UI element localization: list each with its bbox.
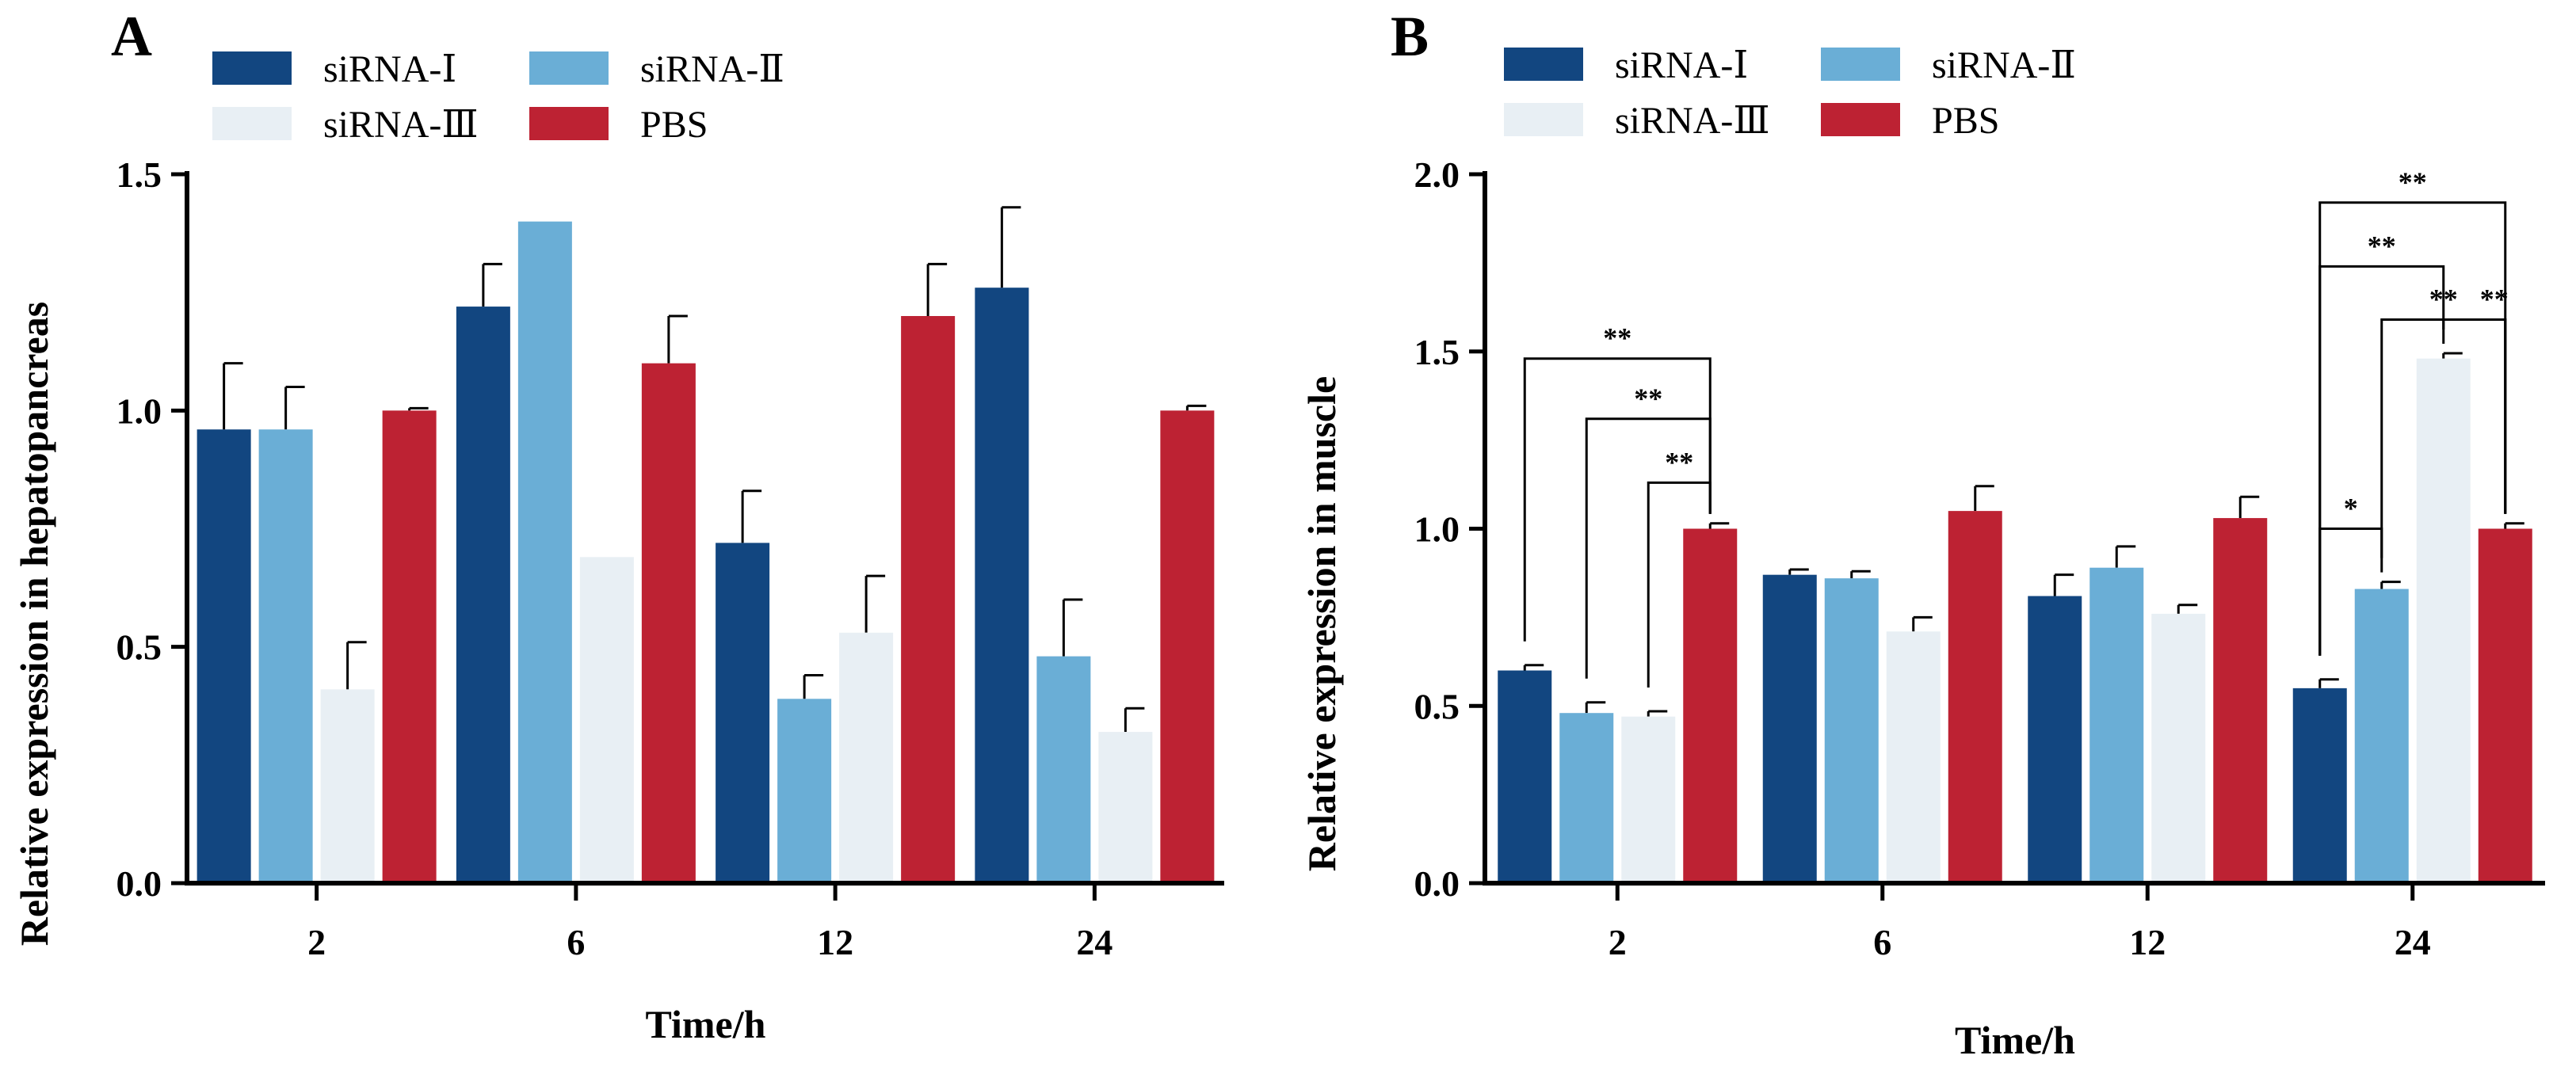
legend-label: siRNA-Ⅲ bbox=[323, 104, 479, 146]
bar bbox=[1036, 656, 1091, 883]
bar bbox=[1824, 578, 1879, 883]
x-axis-title: Time/h bbox=[1955, 1018, 2075, 1062]
significance-label: ** bbox=[2399, 166, 2427, 198]
bar bbox=[2478, 528, 2532, 883]
legend-swatch bbox=[212, 107, 292, 140]
significance-label: ** bbox=[1634, 383, 1662, 414]
x-tick-label: 12 bbox=[817, 922, 853, 962]
bar bbox=[641, 363, 696, 884]
significance-bracket bbox=[2318, 528, 2383, 656]
bar bbox=[2292, 688, 2347, 883]
legend-label: siRNA-Ⅰ bbox=[1615, 44, 1748, 86]
significance-label: ** bbox=[1603, 322, 1631, 354]
y-tick-label: 0.5 bbox=[116, 627, 162, 668]
legend-swatch bbox=[529, 107, 609, 140]
significance-label: ** bbox=[2429, 283, 2458, 314]
bar bbox=[1498, 670, 1552, 883]
bar bbox=[1559, 713, 1614, 883]
legend-swatch bbox=[212, 51, 292, 85]
bar bbox=[1886, 631, 1941, 883]
x-tick-label: 2 bbox=[307, 922, 326, 962]
legend-label: PBS bbox=[1932, 100, 1999, 142]
y-tick-label: 2.0 bbox=[1414, 154, 1460, 195]
legend-label: siRNA-Ⅲ bbox=[1615, 100, 1770, 142]
bar bbox=[197, 429, 251, 883]
legend-swatch bbox=[529, 51, 609, 85]
legend-swatch bbox=[1821, 48, 1900, 81]
bar bbox=[456, 307, 510, 884]
significance-bracket bbox=[2380, 318, 2507, 558]
y-tick-label: 1.5 bbox=[116, 154, 162, 195]
bar bbox=[1948, 511, 2002, 883]
significance-label: * bbox=[2344, 493, 2358, 524]
panel-label: B bbox=[1391, 5, 1429, 68]
legend-label: siRNA-Ⅰ bbox=[323, 48, 456, 90]
y-tick-label: 1.0 bbox=[116, 390, 162, 431]
bar bbox=[2416, 358, 2471, 883]
x-tick-label: 24 bbox=[2395, 922, 2431, 962]
bar bbox=[579, 557, 634, 883]
x-tick-label: 12 bbox=[2129, 922, 2166, 962]
bar bbox=[258, 429, 313, 883]
bar bbox=[1160, 410, 1215, 883]
significance-label: ** bbox=[2368, 230, 2396, 261]
bar bbox=[2213, 518, 2268, 883]
y-axis-title: Relative expression in hepatopancreas bbox=[12, 302, 56, 946]
significance-bracket bbox=[1585, 417, 1712, 679]
bar bbox=[839, 632, 894, 883]
legend-swatch bbox=[1504, 103, 1583, 136]
x-tick-label: 6 bbox=[567, 922, 585, 962]
bar bbox=[1762, 574, 1817, 883]
x-tick-label: 2 bbox=[1609, 922, 1627, 962]
legend-label: siRNA-Ⅱ bbox=[640, 48, 784, 90]
significance-bracket bbox=[2318, 201, 2507, 656]
bar bbox=[2151, 613, 2206, 883]
x-axis-title: Time/h bbox=[646, 1002, 766, 1046]
y-tick-label: 0.5 bbox=[1414, 686, 1460, 726]
bar bbox=[320, 689, 375, 883]
legend-label: PBS bbox=[640, 104, 708, 146]
bar bbox=[716, 543, 770, 883]
significance-bracket bbox=[1523, 357, 1712, 642]
bar bbox=[517, 221, 572, 884]
bar bbox=[901, 316, 956, 883]
legend-label: siRNA-Ⅱ bbox=[1932, 44, 2076, 86]
legend-swatch bbox=[1504, 48, 1583, 81]
significance-label: ** bbox=[1665, 446, 1693, 478]
significance-bracket bbox=[1647, 481, 1712, 688]
bar bbox=[2089, 567, 2144, 883]
x-tick-label: 24 bbox=[1076, 922, 1112, 962]
bar bbox=[1621, 716, 1676, 883]
bar bbox=[1683, 528, 1738, 883]
bar bbox=[2028, 596, 2082, 883]
bar bbox=[382, 410, 437, 883]
panel-label: A bbox=[111, 5, 152, 68]
y-tick-label: 0.0 bbox=[116, 863, 162, 904]
bar bbox=[2354, 589, 2409, 883]
x-tick-label: 6 bbox=[1873, 922, 1891, 962]
bar bbox=[777, 699, 832, 883]
legend-swatch bbox=[1821, 103, 1900, 136]
bar bbox=[975, 288, 1029, 883]
y-axis-title: Relative expression in muscle bbox=[1299, 376, 1344, 871]
significance-label: ** bbox=[2480, 283, 2509, 314]
y-tick-label: 0.0 bbox=[1414, 863, 1460, 904]
y-tick-label: 1.0 bbox=[1414, 509, 1460, 550]
y-tick-label: 1.5 bbox=[1414, 332, 1460, 372]
bar bbox=[1098, 732, 1153, 883]
significance-bracket bbox=[2318, 265, 2445, 656]
